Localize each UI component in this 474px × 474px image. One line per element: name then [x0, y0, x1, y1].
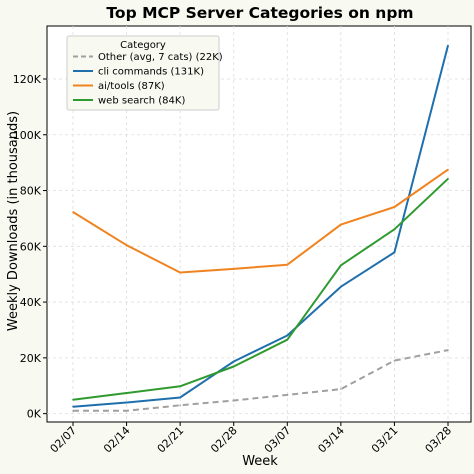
data-point: [447, 168, 449, 171]
chart-title: Top MCP Server Categories on npm: [106, 4, 413, 22]
data-point: [447, 178, 449, 180]
series-line: [72, 178, 449, 401]
data-point: [125, 392, 128, 394]
data-point: [393, 206, 396, 208]
data-point: [179, 404, 181, 407]
y-tick-label: 40K: [20, 296, 42, 309]
y-tick-label: 20K: [20, 352, 42, 365]
legend-entry-label: cli commands (131K): [98, 67, 204, 78]
data-point: [232, 268, 235, 270]
grid: [47, 26, 471, 422]
data-point: [447, 44, 449, 47]
legend-entry-label: Other (avg, 7 cats) (22K): [98, 52, 223, 63]
data-point: [232, 399, 235, 402]
y-axis-title: Weekly Downloads (in thousands): [6, 111, 21, 331]
data-point: [447, 349, 449, 351]
y-tick-label: 60K: [20, 240, 42, 253]
series-line: [72, 45, 449, 408]
y-tick-label: 80K: [20, 185, 42, 198]
data-point: [232, 365, 235, 368]
data-point: [286, 263, 289, 266]
data-point: [179, 271, 181, 274]
series-line: [72, 168, 449, 274]
data-point: [72, 211, 74, 213]
data-point: [340, 223, 342, 226]
data-point: [393, 359, 396, 362]
data-point: [125, 401, 128, 404]
y-tick-label: 120K: [13, 73, 42, 86]
legend-box: [66, 35, 220, 111]
data-point: [72, 398, 74, 401]
data-point: [232, 360, 235, 363]
data-point: [72, 405, 74, 408]
data-point: [179, 396, 181, 399]
legend-entry-label: ai/tools (87K): [98, 81, 165, 92]
series-lines: [72, 44, 449, 412]
y-tick-label: 0K: [27, 408, 42, 421]
legend-entry-label: web search (84K): [98, 96, 185, 107]
data-point: [340, 388, 342, 390]
data-point: [340, 285, 342, 288]
x-axis-title: Week: [242, 454, 278, 469]
data-point: [393, 228, 396, 231]
data-point: [393, 251, 396, 254]
data-point: [125, 244, 128, 246]
data-point: [286, 394, 289, 396]
legend: Category Other (avg, 7 cats) (22K) cli co…: [66, 35, 223, 111]
data-point: [286, 338, 289, 341]
data-point: [340, 264, 342, 267]
data-point: [179, 385, 181, 388]
legend-title: Category: [120, 40, 166, 51]
series-line: [73, 349, 449, 412]
data-point: [286, 334, 289, 337]
data-point: [72, 410, 74, 412]
data-point: [125, 410, 128, 412]
y-tick-label: 100K: [13, 129, 42, 142]
